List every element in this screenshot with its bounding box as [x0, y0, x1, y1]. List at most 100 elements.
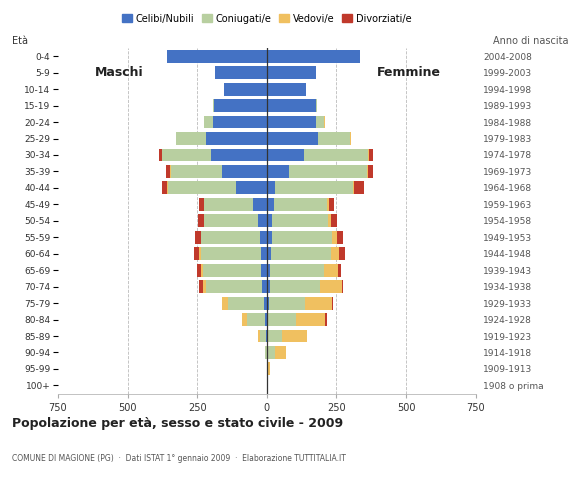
Bar [296, 313, 325, 326]
Bar [267, 165, 289, 178]
Bar [262, 280, 267, 293]
Bar [325, 313, 327, 326]
Bar [267, 215, 273, 227]
Bar [267, 231, 272, 244]
Bar [267, 297, 269, 310]
Bar [332, 231, 337, 244]
Bar [201, 264, 203, 276]
Bar [203, 264, 261, 276]
Bar [267, 66, 316, 79]
Bar [258, 330, 260, 342]
Bar [236, 181, 267, 194]
Bar [211, 148, 267, 161]
Bar [200, 198, 204, 211]
Text: Maschi: Maschi [95, 66, 144, 79]
Bar [261, 264, 267, 276]
Bar [367, 165, 368, 178]
Bar [268, 362, 270, 375]
Bar [259, 215, 267, 227]
Bar [228, 297, 264, 310]
Bar [167, 181, 168, 194]
Bar [266, 330, 267, 342]
Bar [267, 83, 306, 96]
Bar [275, 181, 353, 194]
Bar [282, 330, 307, 342]
Bar [329, 198, 334, 211]
Bar [267, 247, 271, 260]
Bar [268, 313, 296, 326]
Bar [203, 280, 206, 293]
Bar [214, 99, 267, 112]
Bar [224, 83, 267, 96]
Bar [212, 116, 267, 129]
Bar [267, 148, 304, 161]
Bar [339, 247, 345, 260]
Bar [324, 264, 338, 276]
Bar [316, 99, 317, 112]
Bar [353, 181, 354, 194]
Bar [201, 247, 260, 260]
Bar [304, 148, 368, 161]
Bar [269, 297, 305, 310]
Bar [320, 280, 342, 293]
Bar [206, 280, 262, 293]
Bar [270, 280, 320, 293]
Bar [264, 297, 267, 310]
Bar [273, 215, 328, 227]
Bar [260, 330, 266, 342]
Bar [176, 132, 205, 145]
Bar [331, 215, 337, 227]
Bar [260, 231, 267, 244]
Bar [337, 231, 343, 244]
Bar [266, 313, 267, 326]
Bar [274, 346, 286, 359]
Bar [197, 264, 201, 276]
Bar [204, 116, 212, 129]
Bar [247, 313, 266, 326]
Bar [305, 297, 332, 310]
Bar [268, 330, 282, 342]
Bar [274, 198, 327, 211]
Bar [338, 264, 341, 276]
Text: Femmine: Femmine [377, 66, 441, 79]
Bar [195, 231, 201, 244]
Bar [162, 148, 211, 161]
Bar [204, 215, 259, 227]
Bar [328, 215, 331, 227]
Bar [201, 231, 260, 244]
Text: Età: Età [12, 36, 28, 46]
Bar [267, 116, 316, 129]
Text: Popolazione per età, sesso e stato civile - 2009: Popolazione per età, sesso e stato civil… [12, 417, 343, 430]
Bar [162, 181, 167, 194]
Bar [242, 313, 247, 326]
Bar [194, 247, 200, 260]
Bar [267, 181, 275, 194]
Legend: Celibi/Nubili, Coniugati/e, Vedovi/e, Divorziati/e: Celibi/Nubili, Coniugati/e, Vedovi/e, Di… [118, 10, 415, 27]
Bar [332, 297, 333, 310]
Bar [354, 181, 364, 194]
Bar [316, 116, 324, 129]
Bar [324, 116, 325, 129]
Bar [267, 132, 318, 145]
Bar [289, 165, 367, 178]
Bar [267, 330, 268, 342]
Bar [267, 50, 360, 63]
Bar [369, 148, 373, 161]
Bar [267, 264, 270, 276]
Text: Anno di nascita: Anno di nascita [493, 36, 568, 46]
Bar [171, 165, 222, 178]
Bar [267, 346, 274, 359]
Text: COMUNE DI MAGIONE (PG)  ·  Dati ISTAT 1° gennaio 2009  ·  Elaborazione TUTTITALI: COMUNE DI MAGIONE (PG) · Dati ISTAT 1° g… [12, 454, 346, 463]
Bar [327, 198, 329, 211]
Bar [198, 215, 204, 227]
Bar [267, 198, 274, 211]
Bar [215, 66, 267, 79]
Bar [267, 362, 268, 375]
Bar [270, 264, 324, 276]
Bar [331, 247, 339, 260]
Bar [368, 165, 374, 178]
Bar [205, 132, 267, 145]
Bar [271, 247, 331, 260]
Bar [342, 280, 343, 293]
Bar [260, 247, 267, 260]
